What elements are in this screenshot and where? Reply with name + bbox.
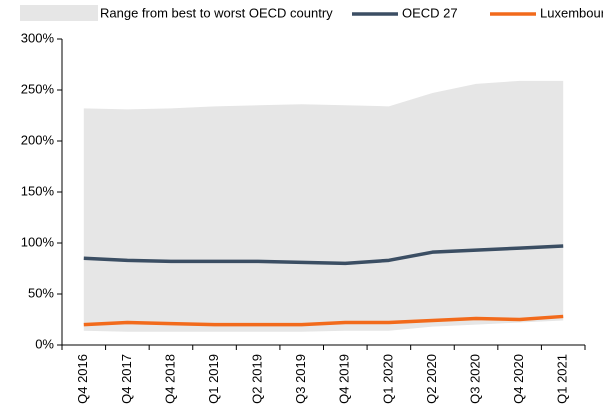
x-tick-label: Q4 2020: [511, 354, 526, 404]
x-tick-label: Q1 2021: [555, 354, 570, 404]
y-tick-label: 250%: [21, 81, 55, 96]
range-area: [83, 80, 564, 332]
y-tick-label: 100%: [21, 234, 55, 249]
series-line: [83, 244, 564, 266]
x-tick-label: Q2 2019: [250, 354, 265, 404]
legend-swatch: [20, 5, 98, 21]
y-tick-label: 200%: [21, 132, 55, 147]
x-tick-label: Q2 2020: [424, 354, 439, 404]
x-tick-label: Q1 2020: [380, 354, 395, 404]
y-tick-label: 150%: [21, 183, 55, 198]
x-tick-label: Q4 2018: [162, 354, 177, 404]
y-tick-label: 0%: [35, 336, 54, 351]
series-line: [83, 314, 564, 327]
x-tick-label: Q3 2020: [467, 354, 482, 404]
legend-label: Range from best to worst OECD country: [100, 5, 333, 20]
x-tick-label: Q3 2019: [293, 354, 308, 404]
legend-label: OECD 27: [402, 5, 458, 20]
x-tick-label: Q4 2019: [337, 354, 352, 404]
y-tick-label: 50%: [28, 285, 54, 300]
x-tick-label: Q4 2017: [119, 354, 134, 404]
x-tick-label: Q4 2016: [75, 354, 90, 404]
legend-label: Luxembourg: [540, 5, 603, 20]
y-tick-label: 300%: [21, 30, 55, 45]
x-tick-label: Q1 2019: [206, 354, 221, 404]
